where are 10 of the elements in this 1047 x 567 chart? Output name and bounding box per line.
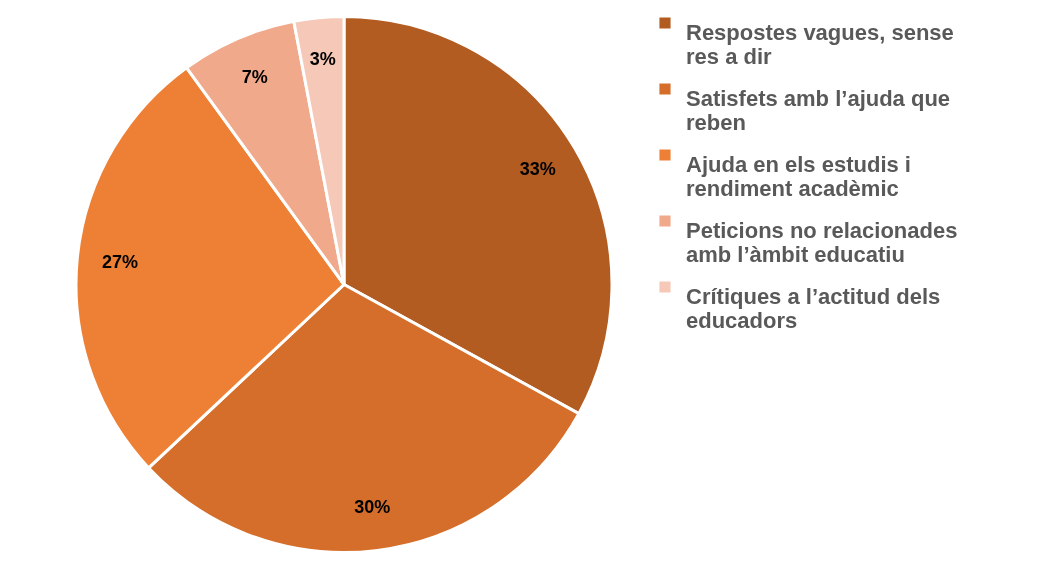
data-label: 3%	[309, 49, 336, 70]
legend-label: Ajuda en els estudis i rendiment acadèmic	[686, 152, 911, 201]
data-label: 27%	[101, 252, 139, 273]
data-label: 33%	[519, 158, 556, 179]
legend-label: Satisfets amb l’ajuda que reben	[686, 86, 951, 135]
legend-label: Respostes vagues, sense res a dir	[686, 20, 954, 69]
legend-label: Crítiques a l’actitud dels educadors	[686, 284, 941, 333]
data-label: 30%	[354, 496, 391, 517]
data-label: 7%	[241, 67, 268, 88]
legend-label: Peticions no relacionades amb l’àmbit educatiu	[686, 218, 958, 267]
